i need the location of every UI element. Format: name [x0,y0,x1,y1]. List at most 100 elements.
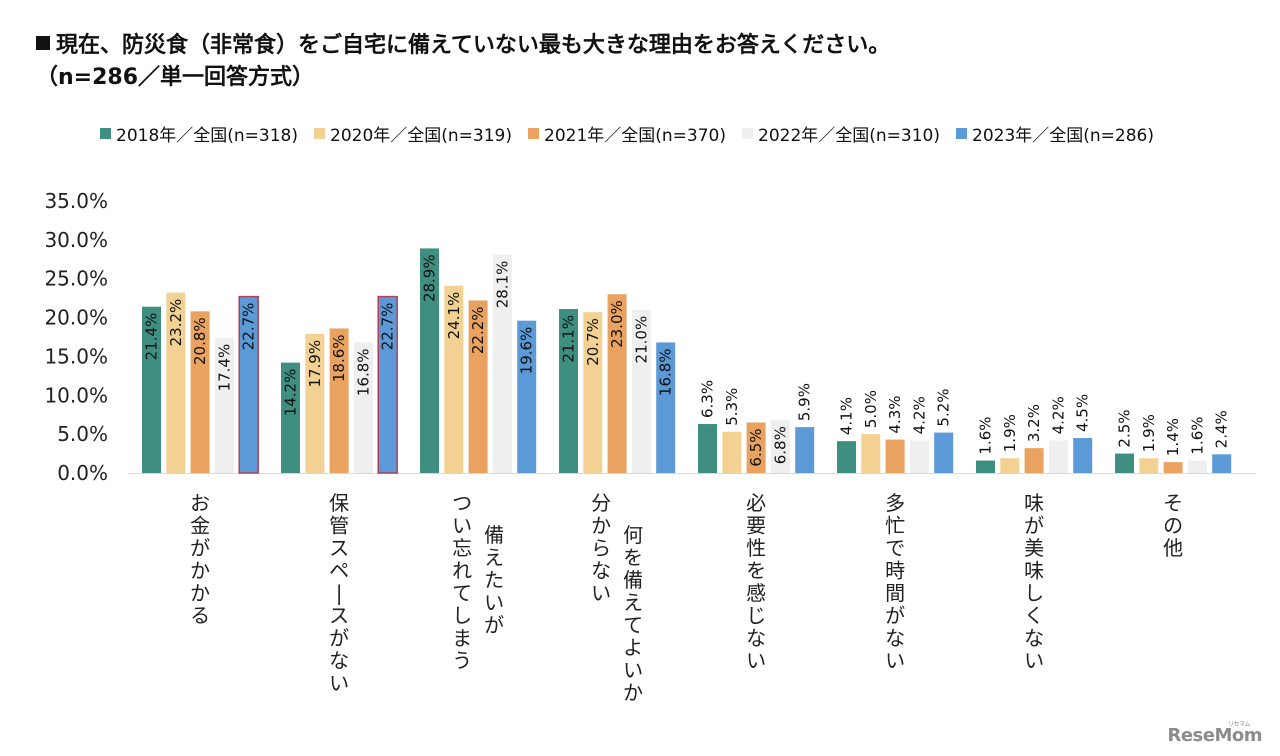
bar [305,333,325,473]
category-label-char: 他 [1163,536,1183,560]
category-label-char: | [336,581,343,605]
category-label-char: ス [329,604,349,628]
data-label: 5.3% [723,388,741,426]
category-label-char: の [1163,514,1183,538]
category-label-char: い [591,581,611,605]
bar [329,328,349,473]
data-label: 4.1% [838,397,856,435]
bar [214,337,234,473]
category-label-char: が [329,626,349,650]
legend-swatch-icon [528,128,539,139]
data-label: 18.6% [330,334,348,382]
category-label-char: れ [452,559,472,583]
bar [1163,462,1183,473]
category-label-char: 分 [591,491,611,515]
bar [837,441,856,473]
category-label-char: い [329,671,349,695]
category-label-char: つ [452,491,472,515]
data-label: 20.7% [584,318,602,366]
category-label-char: で [885,536,905,560]
bar [420,248,439,473]
legend-item: 2022年／全国(n=310) [742,121,940,146]
data-label: 28.9% [421,254,439,302]
data-label: 5.0% [862,390,880,428]
data-label: 2.4% [1213,410,1231,448]
title-line-1: 現在、防災食（非常食）をご自宅に備えていない最も大きな理由をお答えください。 [36,30,890,62]
category-label-char: 保 [329,491,349,515]
category-label-char: を [623,546,643,570]
resemom-watermark: ReseMom リセマム [1167,721,1262,746]
legend-swatch-icon [100,128,111,139]
bar [190,311,210,473]
category-label-char: が [1024,514,1044,538]
category-label-char: 金 [190,514,210,538]
category-label-char: 感 [746,581,766,605]
category-label-char: よ [623,636,643,660]
bar [1000,458,1020,473]
category-label-char: 忙 [885,514,905,538]
chart-title: 現在、防災食（非常食）をご自宅に備えていない最も大きな理由をお答えください。 （… [36,30,890,94]
legend-item: 2018年／全国(n=318) [100,121,298,146]
data-label: 28.1% [493,261,511,309]
category-label-char: な [885,626,905,650]
bar [1115,453,1134,473]
category-label-char: か [190,559,210,583]
data-label: 6.5% [747,428,765,466]
bar [722,431,742,473]
category-label-char: い [623,658,643,682]
legend-swatch-icon [314,128,325,139]
category-label-char: 時 [885,559,905,583]
bar [353,342,373,473]
category-label-char: じ [746,604,766,628]
bar [1187,460,1207,473]
legend-label: 2020年／全国(n=319) [330,126,512,146]
bar [746,422,766,473]
category-label-char: て [623,613,643,637]
data-label: 6.3% [699,380,717,418]
category-label-char: 多 [885,491,905,515]
data-label: 22.7% [379,303,397,351]
bar [698,424,717,473]
category-label-char: え [623,591,643,615]
category-label-char: 備 [623,568,643,592]
data-label: 5.2% [935,388,953,426]
data-label: 22.2% [469,306,487,354]
legend-item: 2020年／全国(n=319) [314,121,512,146]
category-label-char: 要 [746,514,766,538]
data-label: 20.8% [191,317,209,365]
bar [861,434,881,473]
category-label-char: な [591,559,611,583]
y-tick-label: 10.0% [44,383,108,407]
data-label: 23.2% [167,299,185,347]
category-label-char: 何 [623,523,643,547]
category-label-char: 備 [484,523,504,547]
category-label-char: し [452,604,472,628]
category-label-char: お [190,491,210,515]
category-label-char: う [452,649,472,673]
bar [909,440,929,473]
bar [1048,440,1068,473]
bar [1212,454,1232,473]
title-text: 現在、防災食（非常食）をご自宅に備えていない最も大きな理由をお答えください。 [56,33,891,58]
data-label: 4.5% [1074,394,1092,432]
category-label-char: 美 [1024,536,1044,560]
category-label-char: 性 [746,536,766,560]
legend-swatch-icon [742,128,753,139]
watermark-logo-text: ReseMom [1167,725,1262,746]
bar [238,295,259,474]
category-label-char: が [484,613,504,637]
data-label: 23.0% [608,300,626,348]
y-tick-label: 35.0% [44,189,108,213]
bar [656,342,676,473]
bar [281,362,300,473]
legend-label: 2021年／全国(n=370) [544,126,726,146]
category-label-char: か [623,681,643,705]
legend-swatch-icon [956,128,967,139]
data-label: 4.3% [886,395,904,433]
data-label: 16.8% [657,348,675,396]
category-label-char: が [190,536,210,560]
data-label: 17.4% [215,344,233,392]
category-label-char: ス [329,536,349,560]
bar [607,294,627,473]
